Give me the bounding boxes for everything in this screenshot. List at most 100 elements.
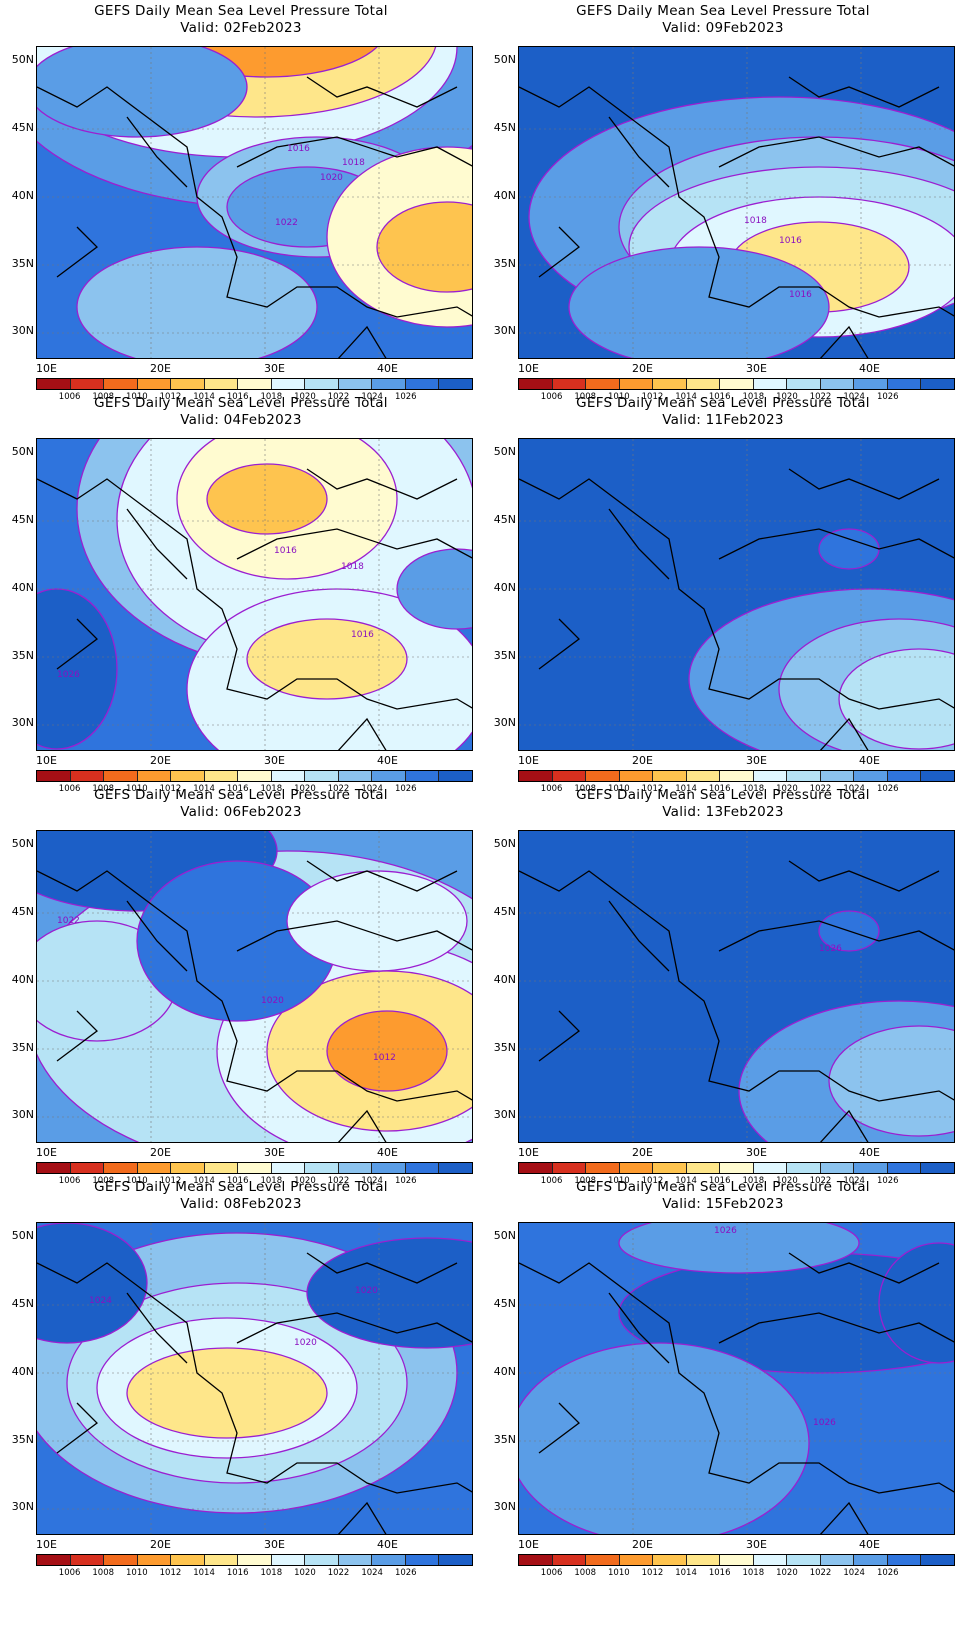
latitude-label: 30N bbox=[11, 1108, 34, 1121]
colorbar-swatch bbox=[271, 1163, 306, 1173]
colorbar-swatch bbox=[921, 771, 954, 781]
longitude-label: 10E bbox=[36, 754, 57, 767]
contour-label: 1016 bbox=[274, 546, 297, 556]
colorbar-swatch bbox=[887, 379, 922, 389]
colorbar-label: 1026 bbox=[876, 1568, 899, 1578]
longitude-label: 40E bbox=[859, 754, 880, 767]
pressure-contour-region bbox=[206, 463, 328, 535]
contour-label: 1016 bbox=[789, 290, 812, 300]
colorbar-label: 1010 bbox=[608, 392, 630, 402]
contour-label: 1026 bbox=[813, 1418, 836, 1428]
colorbar-swatch bbox=[686, 771, 721, 781]
colorbar-label: 1018 bbox=[742, 392, 765, 402]
longitude-label: 10E bbox=[518, 754, 539, 767]
pressure-contour-region bbox=[376, 201, 472, 293]
panel-valid-date: Valid: 11Feb2023 bbox=[662, 412, 784, 428]
colorbar-swatch bbox=[753, 771, 788, 781]
colorbar-swatch bbox=[552, 379, 587, 389]
colorbar-label: 1020 bbox=[294, 784, 316, 794]
colorbar-swatch bbox=[686, 1163, 721, 1173]
latitude-label: 50N bbox=[493, 1229, 516, 1242]
colorbar-swatch bbox=[787, 379, 821, 389]
colorbar-label: 1024 bbox=[361, 784, 383, 794]
colorbar-label: 1026 bbox=[876, 392, 899, 402]
longitude-label: 40E bbox=[377, 1538, 398, 1551]
colorbar-label: 1020 bbox=[776, 1568, 798, 1578]
colorbar-swatch bbox=[204, 1163, 239, 1173]
colorbar-swatch bbox=[887, 1555, 922, 1565]
pressure-contour-region bbox=[76, 246, 318, 358]
colorbar-label: 1022 bbox=[327, 1176, 350, 1186]
latitude-label: 50N bbox=[493, 837, 516, 850]
longitude-label: 30E bbox=[264, 1146, 285, 1159]
colorbar-swatch bbox=[753, 1163, 788, 1173]
contour-label: 1024 bbox=[89, 1296, 112, 1306]
colorbar-label: 1012 bbox=[641, 1176, 664, 1186]
colorbar-swatch bbox=[552, 1555, 587, 1565]
colorbar-label: 1010 bbox=[126, 784, 148, 794]
contour-label: 1018 bbox=[341, 562, 364, 572]
contour-label: 1026 bbox=[57, 670, 80, 680]
colorbar-label: 1006 bbox=[58, 1568, 81, 1578]
colorbar-label: 1016 bbox=[708, 392, 731, 402]
colorbar-swatch bbox=[921, 379, 954, 389]
colorbar-label: 1010 bbox=[126, 1568, 148, 1578]
colorbar-swatch bbox=[338, 1163, 373, 1173]
colorbar-label: 1022 bbox=[809, 784, 832, 794]
longitude-label: 10E bbox=[518, 1538, 539, 1551]
longitude-label: 10E bbox=[36, 362, 57, 375]
colorbar-swatch bbox=[271, 771, 306, 781]
colorbar-label: 1012 bbox=[159, 784, 182, 794]
colorbar-swatch bbox=[372, 771, 406, 781]
longitude-label: 30E bbox=[264, 754, 285, 767]
colorbar-swatch bbox=[238, 1555, 272, 1565]
colorbar-swatch bbox=[519, 379, 553, 389]
latitude-label: 40N bbox=[11, 581, 34, 594]
panel-valid-date: Valid: 13Feb2023 bbox=[662, 804, 784, 820]
longitude-label: 10E bbox=[518, 1146, 539, 1159]
colorbar-swatch bbox=[405, 771, 440, 781]
pressure-contour-region bbox=[519, 1342, 810, 1534]
colorbar-swatch bbox=[552, 771, 587, 781]
colorbar-label: 1010 bbox=[608, 1176, 630, 1186]
colorbar-label: 1010 bbox=[126, 392, 148, 402]
map-panel: GEFS Daily Mean Sea Level Pressure Total… bbox=[482, 784, 964, 1194]
colorbar-label: 1024 bbox=[361, 1176, 383, 1186]
colorbar-swatch bbox=[70, 1555, 105, 1565]
colorbar-label: 1010 bbox=[126, 1176, 148, 1186]
longitude-label: 40E bbox=[859, 362, 880, 375]
latitude-label: 35N bbox=[11, 257, 34, 270]
colorbar-swatch bbox=[519, 1163, 553, 1173]
colorbar-swatch bbox=[171, 1555, 205, 1565]
colorbar-swatch bbox=[854, 1555, 888, 1565]
colorbar-swatch bbox=[204, 1555, 239, 1565]
panel-title: GEFS Daily Mean Sea Level Pressure Total bbox=[576, 3, 870, 19]
colorbar-label: 1014 bbox=[193, 392, 215, 402]
colorbar-label: 1026 bbox=[394, 392, 417, 402]
coastline bbox=[37, 1252, 472, 1534]
colorbar-label: 1016 bbox=[226, 1176, 249, 1186]
colorbar-label: 1006 bbox=[58, 392, 81, 402]
contour-label: 1016 bbox=[779, 236, 802, 246]
colorbar-label: 1018 bbox=[742, 1176, 765, 1186]
colorbar-label: 1006 bbox=[540, 1176, 563, 1186]
latitude-label: 45N bbox=[493, 121, 516, 134]
pressure-map: 1018 1016 1016 bbox=[518, 46, 955, 359]
colorbar-swatch bbox=[70, 1163, 105, 1173]
coastline bbox=[519, 860, 954, 1142]
colorbar-label: 1024 bbox=[843, 784, 865, 794]
colorbar-swatch bbox=[171, 1163, 205, 1173]
colorbar-swatch bbox=[653, 771, 687, 781]
colorbar-label: 1024 bbox=[843, 1568, 865, 1578]
longitude-label: 30E bbox=[264, 362, 285, 375]
colorbar-swatch bbox=[104, 379, 138, 389]
latitude-label: 30N bbox=[493, 1108, 516, 1121]
colorbar-label: 1008 bbox=[92, 1568, 115, 1578]
panel-valid-date: Valid: 04Feb2023 bbox=[180, 412, 302, 428]
colorbar-swatch bbox=[519, 1555, 553, 1565]
colorbar-label: 1016 bbox=[708, 784, 731, 794]
panel-valid-date: Valid: 06Feb2023 bbox=[180, 804, 302, 820]
pressure-contour-region bbox=[838, 648, 954, 750]
colorbar-label: 1024 bbox=[361, 392, 383, 402]
colorbar-swatch bbox=[104, 771, 138, 781]
